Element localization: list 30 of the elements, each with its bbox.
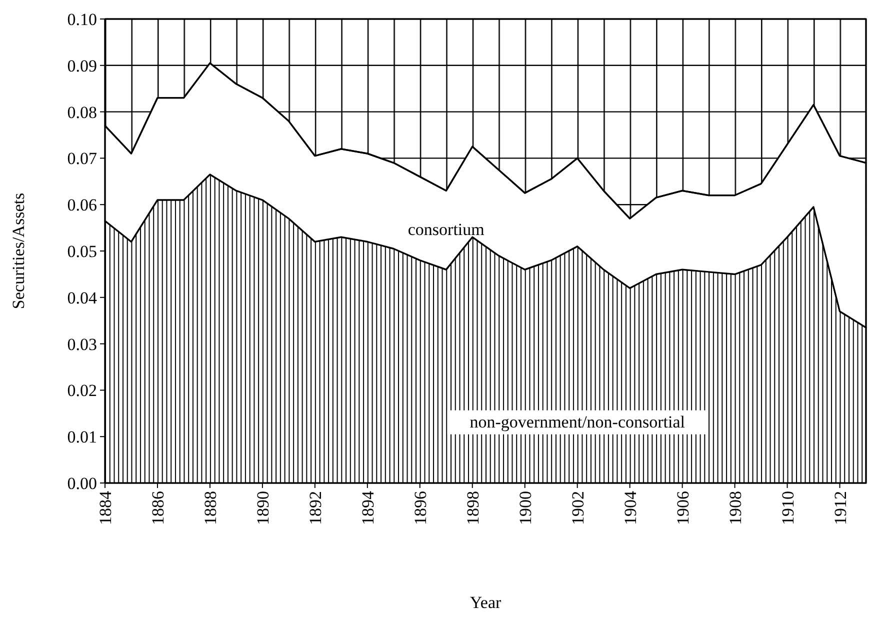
x-tick-label: 1906 (673, 491, 692, 525)
x-tick-label: 1912 (830, 491, 850, 525)
x-tick-label: 1896 (410, 491, 430, 525)
y-tick-label: 0.10 (67, 10, 97, 29)
y-tick-label: 0.03 (67, 334, 97, 354)
y-tick-label: 0.08 (67, 102, 97, 122)
series-label: non-government/non-consortial (470, 412, 686, 432)
y-tick-label: 0.02 (67, 381, 97, 400)
y-tick-label: 0.07 (67, 149, 98, 168)
x-tick-label: 1894 (358, 490, 378, 525)
x-tick-label: 1886 (148, 491, 168, 525)
y-axis-title: Securities/Assets (9, 192, 28, 310)
y-tick-label: 0.05 (67, 242, 97, 261)
series-label: consortium (408, 220, 484, 240)
x-tick-label: 1910 (778, 491, 798, 525)
y-tick-label: 0.06 (67, 196, 97, 215)
y-tick-label: 0.04 (67, 288, 98, 308)
x-tick-label: 1888 (200, 491, 220, 525)
x-tick-label: 1900 (516, 491, 535, 525)
x-tick-label: 1904 (620, 490, 640, 525)
x-tick-label: 1902 (568, 491, 588, 525)
x-tick-label: 1898 (463, 491, 482, 525)
y-tick-label: 0.00 (67, 474, 97, 493)
x-tick-label: 1892 (306, 491, 325, 525)
x-tick-label: 1890 (253, 491, 272, 525)
x-axis-title: Year (470, 593, 502, 612)
x-tick-label: 1908 (726, 491, 745, 525)
x-tick-label: 1884 (96, 490, 115, 525)
y-tick-label: 0.01 (67, 428, 97, 447)
y-tick-label: 0.09 (67, 56, 97, 76)
